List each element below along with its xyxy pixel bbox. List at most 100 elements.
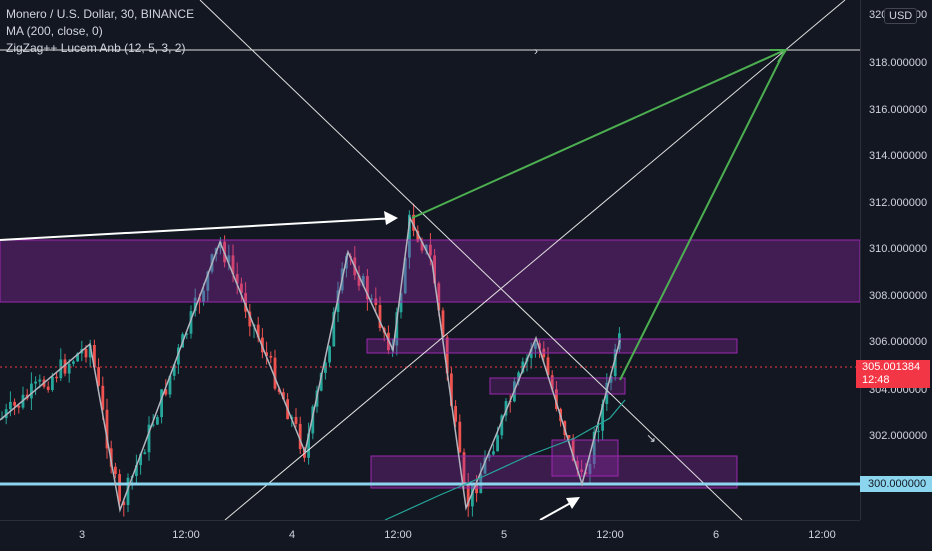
descending-trendline[interactable] — [199, 0, 743, 521]
chart-legend: Monero / U.S. Dollar, 30, BINANCE MA (20… — [6, 6, 194, 57]
price-tick: 308.000000 — [869, 290, 928, 302]
ascending-trendline[interactable] — [224, 0, 846, 521]
candle-body — [496, 435, 499, 452]
candle-body — [189, 311, 193, 334]
candle-body — [147, 424, 151, 453]
candle-body — [458, 421, 462, 453]
time-tick: 6 — [712, 529, 720, 541]
candle-body — [319, 372, 323, 391]
candle-body — [408, 214, 411, 258]
price-tick: 306.000000 — [869, 336, 928, 348]
candle-body — [403, 257, 407, 294]
candle-body — [420, 241, 424, 251]
candle-body — [584, 472, 588, 475]
time-tick: 12:00 — [172, 529, 200, 541]
candle-body — [576, 461, 579, 470]
bar-countdown: 12:48 — [862, 374, 890, 386]
candle-body — [613, 349, 617, 377]
zigzag-indicator-label[interactable]: ZigZag++ Lucem Anb (12, 5, 3, 2) — [6, 41, 186, 55]
candle-body — [269, 355, 273, 358]
candle-body — [416, 230, 420, 242]
price-tick: 310.000000 — [869, 243, 928, 255]
candle-body — [395, 312, 399, 346]
candle-body — [538, 343, 541, 349]
green-arrow-upper[interactable] — [411, 49, 786, 219]
candle-body — [185, 333, 189, 335]
zigzag-line — [0, 215, 621, 513]
candle-body — [609, 376, 613, 383]
candle-body — [13, 401, 16, 406]
candle-body — [370, 298, 373, 300]
candle-body — [332, 311, 336, 347]
candle-body — [114, 466, 117, 475]
candle-body — [437, 283, 441, 311]
candle-body — [466, 484, 470, 507]
candle-body — [118, 474, 121, 502]
green-arrow-lower[interactable] — [619, 49, 786, 381]
candle-body — [67, 363, 71, 374]
candle-body — [55, 376, 58, 379]
candle-body — [601, 404, 604, 431]
candle-body — [101, 385, 105, 410]
candle-body — [277, 388, 281, 393]
candle-body — [84, 348, 88, 358]
time-axis[interactable]: 3 12:00 4 12:00 5 12:00 6 12:00 — [0, 520, 860, 551]
price-tick: 314.000000 — [869, 150, 928, 162]
current-price-value: 305.001384 — [862, 361, 921, 373]
candle-body — [193, 297, 197, 312]
drawing-layer[interactable]: › ↘ — [0, 0, 861, 521]
candle-body — [605, 382, 609, 405]
candle-body — [160, 389, 163, 418]
candle-body — [580, 469, 583, 473]
candle-body — [206, 271, 210, 291]
candle-body — [231, 255, 235, 275]
candle-body — [93, 345, 96, 368]
candle-body — [256, 324, 260, 338]
candle-body — [265, 352, 268, 356]
mid-zone[interactable] — [366, 338, 738, 354]
time-tick: 5 — [500, 529, 508, 541]
candle-body — [168, 375, 172, 395]
candle-body — [227, 255, 231, 263]
candle-body — [88, 345, 92, 358]
candle-body — [492, 451, 495, 455]
candle-body — [30, 383, 33, 399]
price-tick: 302.000000 — [869, 430, 928, 442]
candle-body — [412, 214, 415, 231]
resistance-zone[interactable] — [0, 239, 861, 303]
candle-body — [172, 364, 176, 376]
candle-body — [76, 353, 79, 362]
candle-body — [63, 359, 67, 374]
candle-body — [311, 406, 315, 434]
candle-body — [471, 485, 474, 507]
symbol-title[interactable]: Monero / U.S. Dollar, 30, BINANCE — [6, 7, 195, 21]
candle-body — [135, 465, 138, 477]
candle-body — [462, 452, 466, 485]
candle-body — [424, 244, 428, 251]
candle-body — [46, 386, 50, 390]
white-arrow-top[interactable] — [0, 217, 397, 241]
arrow-marker-icon: ↘ — [646, 431, 656, 445]
candle-body — [567, 435, 571, 438]
currency-badge[interactable]: USD — [884, 8, 918, 24]
candle-body — [4, 409, 8, 419]
price-axis[interactable]: 320.000000 318.000000 316.000000 314.000… — [860, 0, 932, 520]
white-arrow-bottom-head — [566, 497, 580, 509]
candle-body — [361, 275, 365, 286]
ma-indicator-label[interactable]: MA (200, close, 0) — [6, 24, 103, 38]
small-zone-a[interactable] — [489, 377, 626, 395]
candle-body — [38, 379, 42, 382]
candle-body — [34, 381, 37, 384]
candle-body — [294, 416, 298, 424]
candle-body — [282, 392, 285, 400]
time-tick: 12:00 — [808, 529, 836, 541]
candle-body — [475, 485, 478, 494]
candle-body — [324, 362, 327, 373]
candle-body — [500, 415, 504, 436]
candle-body — [126, 477, 130, 506]
time-tick: 12:00 — [384, 529, 412, 541]
candle-body — [72, 361, 75, 364]
green-arrow-head — [770, 49, 788, 63]
